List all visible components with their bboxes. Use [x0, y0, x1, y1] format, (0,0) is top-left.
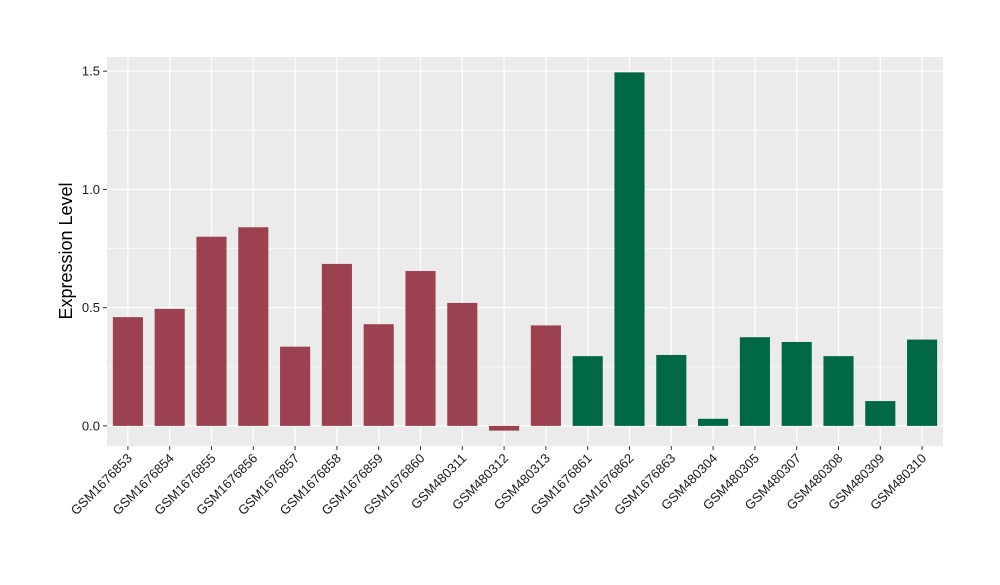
y-axis-title: Expression Level [56, 182, 76, 319]
bar-gsm1676859 [363, 324, 394, 426]
bar-gsm1676854 [154, 308, 185, 426]
bar-gsm480304 [698, 418, 729, 426]
bar-gsm1676861 [572, 356, 603, 426]
bar-gsm1676857 [280, 346, 311, 426]
bar-gsm1676860 [405, 271, 436, 426]
bar-gsm1676853 [112, 317, 143, 426]
bar-gsm480308 [823, 356, 854, 426]
y-tick-label: 1.0 [82, 182, 100, 197]
y-axis: 0.0 0.5 1.0 1.5 [82, 64, 107, 433]
bar-gsm480305 [739, 337, 770, 426]
bar-gsm1676858 [321, 263, 352, 426]
bars-group [112, 72, 938, 431]
bar-gsm1676862 [614, 72, 645, 426]
bar-gsm480309 [865, 401, 896, 426]
bar-gsm1676856 [238, 227, 269, 426]
bar-gsm1676855 [196, 236, 227, 426]
bar-gsm480307 [781, 341, 812, 426]
bar-gsm1676863 [656, 354, 687, 426]
y-tick-label: 0.0 [82, 418, 100, 433]
y-tick-label: 1.5 [82, 64, 100, 79]
x-axis: GSM1676853GSM1676854GSM1676855GSM1676856… [68, 446, 929, 518]
bar-gsm480310 [907, 339, 938, 426]
bar-gsm480313 [530, 325, 561, 426]
panel-background [107, 57, 943, 446]
bar-gsm480312 [489, 425, 520, 431]
y-tick-label: 0.5 [82, 300, 100, 315]
bar-gsm480311 [447, 302, 478, 426]
